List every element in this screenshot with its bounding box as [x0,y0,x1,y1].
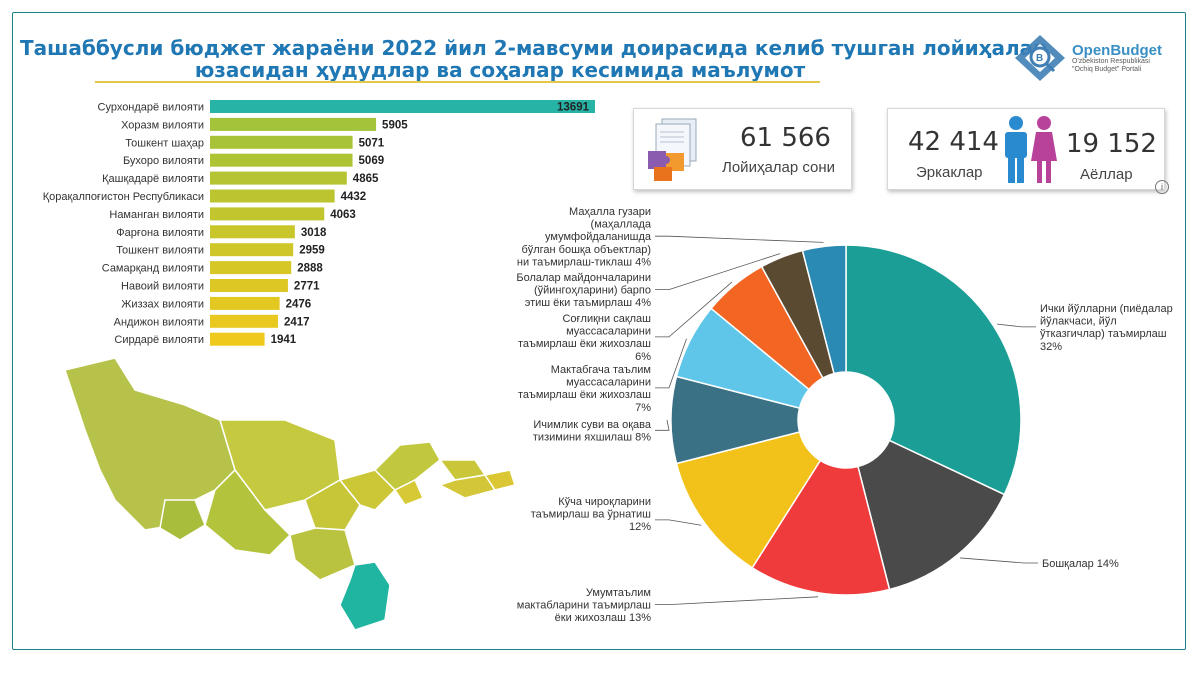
bar [210,261,292,275]
map-region-surkhandarya [339,561,391,631]
logo-name: OpenBudget [1072,42,1162,59]
projects-count: 61 566 [740,123,831,153]
openbudget-logo-icon: B [1015,35,1065,81]
bar-category-label: Навоий вилояти [121,281,204,293]
bar-category-label: Тошкент шаҳар [125,137,204,149]
bar-category-label: Сирдарё вилояти [114,334,204,346]
bar [210,171,347,185]
bar [210,117,377,131]
bar-value-label: 13691 [557,102,590,114]
bar-category-label: Сурхондарё вилояти [98,102,205,114]
bar-value-label: 4063 [330,209,356,221]
bar-category-label: Фарғона вилояти [116,227,204,239]
svg-text:B: B [1036,53,1043,64]
bar-category-label: Андижон вилояти [114,316,204,328]
info-icon[interactable]: i [1155,180,1169,194]
bar-category-label: Қашқадарё вилояти [102,173,204,185]
map-region-syrdarya [393,478,425,506]
bar-value-label: 5905 [382,119,408,131]
gender-card: 42 414 Эркаклар 19 152 Аёллар [887,108,1165,190]
bar [210,225,295,239]
map-region-bukhara [204,468,292,556]
bar-value-label: 2476 [286,298,312,310]
bar-value-label: 2771 [294,281,320,293]
map-region-karakalpakstan [64,357,236,531]
bar-category-label: Бухоро вилояти [123,155,204,167]
bar [210,135,353,149]
woman-icon [1031,116,1057,183]
man-icon [1005,116,1027,183]
bar [210,314,278,328]
title-underline [95,81,820,83]
uzbekistan-map [64,357,516,631]
bar [210,100,595,113]
logo-subtitle-line1: O'zbekiston Respublikasi [1072,58,1150,65]
bar-value-label: 5069 [359,155,385,167]
bar-category-label: Наманган вилояти [109,209,204,221]
regions-bar-chart: Сурхондарё вилояти 13691 Хоразм вилояти 590… [43,100,595,346]
bar-category-label: Қорақалпоғистон Республикаси [43,191,204,203]
projects-label: Лойиҳалар сони [722,159,836,176]
documents-puzzle-icon [648,118,697,181]
women-label: Аёллар [1080,166,1133,183]
bar-value-label: 2888 [297,263,323,275]
bar-category-label: Жиззах вилояти [121,298,204,310]
projects-card: 61 566 Лойиҳалар сони [633,108,852,190]
women-count: 19 152 [1066,129,1157,159]
openbudget-logo: B [1015,35,1065,81]
bar-category-label: Самарқанд вилояти [102,263,204,275]
bar [210,279,288,292]
page-title-line2: юзасидан ҳудудлар ва соҳалар кесимида ма… [194,58,806,82]
map-region-samarkand [304,479,361,531]
bar-value-label: 4432 [341,191,367,203]
bar-value-label: 2417 [284,316,310,328]
bar [210,207,325,221]
bar-value-label: 1941 [271,334,297,346]
bar-value-label: 4865 [353,173,379,185]
map-region-andijan [483,469,516,491]
logo-subtitle-line2: "Ochiq Budget" Portali [1072,66,1142,73]
men-count: 42 414 [908,127,999,157]
page-title-line1: Ташаббусли бюджет жараёни 2022 йил 2-мав… [20,36,1048,60]
frame-border [12,12,1186,650]
bar [210,189,335,203]
logo-subtitle: O'zbekiston Respublikasi "Ochiq Budget" … [1072,58,1172,74]
bar-value-label: 2959 [299,245,325,257]
bar [210,296,280,310]
map-region-khorezm [159,499,206,541]
map-region-kashkadarya [289,527,356,581]
map-region-jizzakh [338,469,397,511]
bar-category-label: Хоразм вилояти [121,119,204,131]
bar [210,332,265,346]
bar-value-label: 5071 [359,137,385,149]
bar [210,243,294,257]
bar-category-label: Тошкент вилояти [116,245,204,257]
bar [210,153,353,167]
bar-value-label: 3018 [301,227,327,239]
men-label: Эркаклар [916,164,983,181]
